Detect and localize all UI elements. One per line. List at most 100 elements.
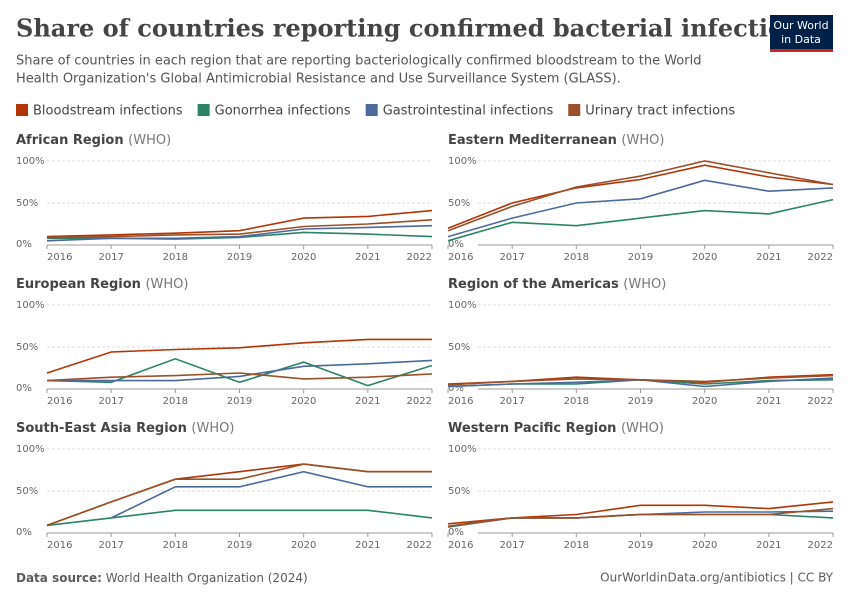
y-tick-label: 0% (448, 239, 464, 250)
panel-title: South-East Asia Region (WHO) (16, 421, 234, 436)
legend-swatch (197, 104, 210, 116)
y-tick-label: 100% (448, 300, 477, 311)
x-tick-label: 2019 (628, 540, 653, 551)
x-tick-label: 2017 (98, 540, 123, 551)
panel-title-main: Eastern Mediterranean (448, 133, 617, 148)
series-line (46, 224, 433, 242)
footer-credit: OurWorldinData.org/antibiotics | CC BY (600, 571, 834, 585)
legend-label: Gastrointestinal infections (383, 104, 554, 119)
y-tick-label: 0% (16, 527, 32, 538)
series-line (447, 513, 834, 528)
series-line (47, 359, 433, 382)
x-tick-label: 2019 (227, 396, 252, 407)
panel-title: Eastern Mediterranean (WHO) (448, 133, 664, 148)
y-tick-label: 100% (448, 444, 477, 455)
subtitle: Health Organization's Global Antimicrobi… (16, 72, 621, 87)
x-tick-label: 2018 (163, 540, 188, 551)
x-tick-label: 2016 (47, 540, 72, 551)
x-tick-label: 2021 (355, 252, 380, 263)
source-label: Data source: (16, 571, 102, 585)
legend-label: Gonorrhea infections (215, 104, 351, 119)
panel-title: Region of the Americas (WHO) (448, 277, 666, 292)
x-tick-label: 2016 (47, 396, 72, 407)
x-tick-label: 2020 (291, 540, 316, 551)
series-line (46, 357, 433, 387)
y-tick-label: 50% (448, 486, 470, 497)
y-tick-label: 50% (448, 198, 470, 209)
panel-title-main: Western Pacific Region (448, 421, 616, 436)
series-line (447, 507, 834, 528)
logo-text: Our World (773, 19, 828, 32)
title: Share of countries reporting confirmed b… (16, 14, 815, 43)
y-tick-label: 100% (16, 444, 45, 455)
x-tick-label: 2016 (47, 252, 72, 263)
x-tick-label: 2021 (756, 396, 781, 407)
x-tick-label: 2022 (808, 396, 833, 407)
x-tick-label: 2020 (692, 540, 717, 551)
panel-title-note: (WHO) (621, 133, 664, 148)
x-tick-label: 2018 (564, 252, 589, 263)
panel-title-note: (WHO) (623, 277, 666, 292)
x-tick-label: 2022 (407, 252, 432, 263)
y-tick-label: 0% (448, 527, 464, 538)
x-tick-label: 2021 (756, 540, 781, 551)
logo (770, 15, 833, 52)
x-tick-label: 2021 (355, 396, 380, 407)
x-tick-label: 2019 (227, 540, 252, 551)
x-tick-label: 2016 (448, 396, 473, 407)
x-tick-label: 2020 (692, 252, 717, 263)
x-tick-label: 2018 (564, 396, 589, 407)
series-line (46, 372, 433, 382)
legend-swatch (16, 104, 28, 116)
x-tick-label: 2022 (407, 540, 432, 551)
legend-swatch (365, 104, 378, 116)
x-tick-label: 2018 (163, 252, 188, 263)
y-tick-label: 100% (448, 156, 477, 167)
y-tick-label: 50% (16, 486, 38, 497)
panel-title: European Region (WHO) (16, 277, 188, 292)
x-tick-label: 2019 (628, 396, 653, 407)
x-tick-label: 2020 (291, 252, 316, 263)
x-tick-label: 2017 (499, 252, 524, 263)
panel-title-note: (WHO) (191, 421, 234, 436)
legend-label: Bloodstream infections (33, 104, 183, 119)
y-tick-label: 50% (16, 342, 38, 353)
series-line (447, 164, 834, 229)
panel-title: Western Pacific Region (WHO) (448, 421, 664, 436)
series-line (110, 470, 432, 519)
x-tick-label: 2022 (808, 252, 833, 263)
x-tick-label: 2020 (291, 396, 316, 407)
source: World Health Organization (2024) (106, 571, 308, 585)
x-tick-label: 2017 (98, 252, 123, 263)
y-tick-label: 100% (16, 300, 45, 311)
y-tick-label: 0% (448, 383, 464, 394)
x-tick-label: 2016 (448, 252, 473, 263)
panel-title-main: South-East Asia Region (16, 421, 187, 436)
y-tick-label: 50% (16, 198, 38, 209)
panel-title: African Region (WHO) (16, 133, 171, 148)
legend-label: Urinary tract infections (585, 104, 735, 119)
y-tick-label: 0% (16, 383, 32, 394)
logo-bar (770, 49, 833, 52)
series-line (46, 209, 433, 238)
series-line (447, 179, 834, 238)
y-tick-label: 100% (16, 156, 45, 167)
x-tick-label: 2019 (227, 252, 252, 263)
series-line (46, 219, 433, 239)
x-tick-label: 2021 (756, 252, 781, 263)
x-tick-label: 2016 (448, 540, 473, 551)
panel-title-main: African Region (16, 133, 124, 148)
panel-title-main: European Region (16, 277, 141, 292)
x-tick-label: 2022 (407, 396, 432, 407)
x-tick-label: 2017 (499, 396, 524, 407)
series-line (447, 160, 834, 232)
x-tick-label: 2020 (692, 396, 717, 407)
series-line (447, 501, 834, 525)
panel-title-note: (WHO) (621, 421, 664, 436)
series-line (46, 463, 432, 527)
x-tick-label: 2019 (628, 252, 653, 263)
series-line (46, 338, 432, 374)
x-tick-label: 2017 (499, 540, 524, 551)
y-tick-label: 0% (16, 239, 32, 250)
